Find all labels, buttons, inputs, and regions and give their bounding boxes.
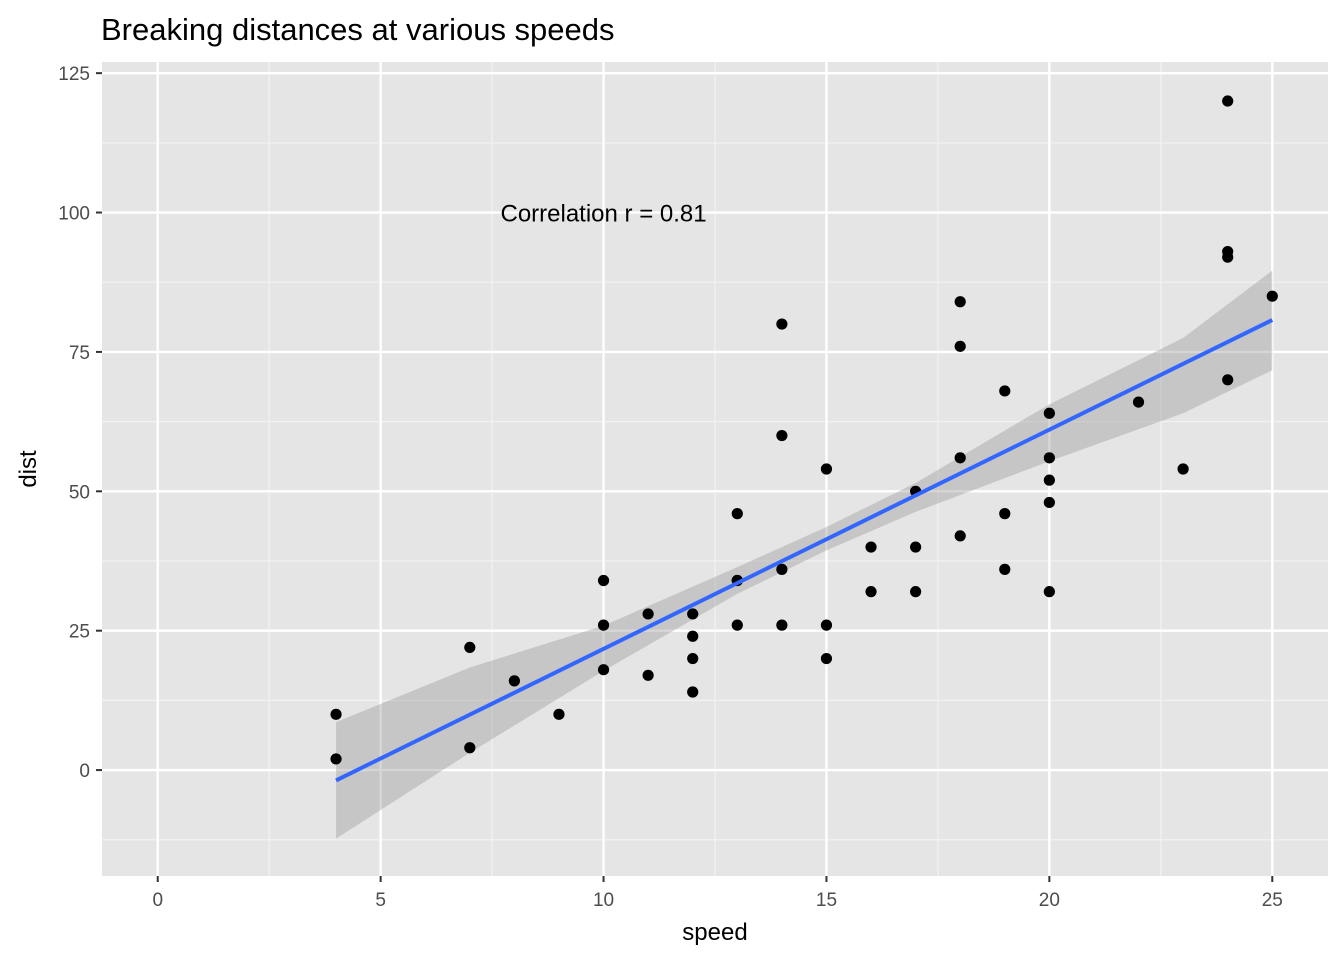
x-axis: 0 5 10 15 20 25 bbox=[152, 876, 1283, 911]
x-tick-label: 10 bbox=[593, 890, 614, 911]
data-point bbox=[731, 619, 743, 631]
y-tick-label: 125 bbox=[58, 64, 90, 85]
data-point bbox=[865, 586, 877, 598]
data-point bbox=[865, 541, 877, 553]
data-point bbox=[687, 686, 699, 698]
data-point bbox=[999, 385, 1011, 397]
x-tick-label: 20 bbox=[1039, 890, 1060, 911]
x-tick-label: 25 bbox=[1262, 890, 1283, 911]
data-point bbox=[776, 619, 788, 631]
correlation-annotation: Correlation r = 0.81 bbox=[500, 201, 706, 228]
data-point bbox=[1043, 496, 1055, 509]
data-point bbox=[776, 563, 788, 575]
data-point bbox=[464, 641, 476, 654]
data-point bbox=[597, 574, 610, 587]
data-point bbox=[642, 608, 654, 620]
data-point bbox=[954, 296, 966, 308]
data-point bbox=[1043, 452, 1055, 464]
x-tick-label: 0 bbox=[152, 890, 163, 911]
data-point bbox=[553, 708, 565, 720]
y-tick-label: 25 bbox=[69, 622, 90, 643]
data-points bbox=[330, 95, 1278, 765]
y-tick-label: 0 bbox=[79, 761, 90, 782]
y-tick-label: 75 bbox=[69, 343, 90, 364]
data-point bbox=[999, 563, 1011, 575]
y-tick-label: 100 bbox=[58, 204, 90, 225]
data-point bbox=[820, 463, 833, 475]
data-point bbox=[1043, 407, 1055, 419]
y-axis-title: dist bbox=[15, 450, 42, 488]
regression-line bbox=[335, 318, 1274, 783]
data-point bbox=[687, 652, 699, 665]
data-point bbox=[687, 630, 699, 642]
data-point bbox=[642, 669, 654, 681]
data-point bbox=[1266, 290, 1278, 302]
data-point bbox=[330, 708, 342, 720]
x-tick-label: 5 bbox=[375, 890, 386, 911]
data-point bbox=[1132, 396, 1145, 408]
data-point bbox=[954, 452, 966, 464]
data-point bbox=[1177, 463, 1189, 475]
data-point bbox=[910, 586, 922, 598]
y-axis: 0 25 50 75 100 125 bbox=[58, 64, 102, 782]
data-point bbox=[954, 530, 966, 542]
data-point bbox=[910, 541, 922, 553]
chart-title: Breaking distances at various speeds bbox=[101, 12, 615, 47]
minor-gridlines bbox=[102, 62, 1328, 876]
data-point bbox=[776, 429, 788, 442]
data-point bbox=[954, 340, 966, 352]
data-point bbox=[1222, 95, 1234, 107]
data-point bbox=[731, 508, 743, 520]
data-point bbox=[687, 608, 699, 620]
data-point bbox=[330, 753, 342, 765]
data-point bbox=[776, 318, 788, 330]
y-tick-label: 50 bbox=[69, 482, 90, 503]
confidence-band bbox=[336, 270, 1273, 839]
data-point bbox=[1043, 474, 1055, 486]
data-point bbox=[1222, 245, 1234, 258]
data-point bbox=[1222, 374, 1234, 386]
data-point bbox=[820, 619, 833, 631]
data-point bbox=[999, 508, 1011, 520]
data-point bbox=[508, 675, 520, 687]
data-point bbox=[464, 742, 476, 754]
data-point bbox=[820, 652, 833, 665]
x-axis-title: speed bbox=[682, 919, 747, 946]
data-point bbox=[1043, 586, 1055, 598]
data-point bbox=[597, 664, 610, 676]
data-point bbox=[597, 619, 610, 631]
x-tick-label: 15 bbox=[816, 890, 837, 911]
